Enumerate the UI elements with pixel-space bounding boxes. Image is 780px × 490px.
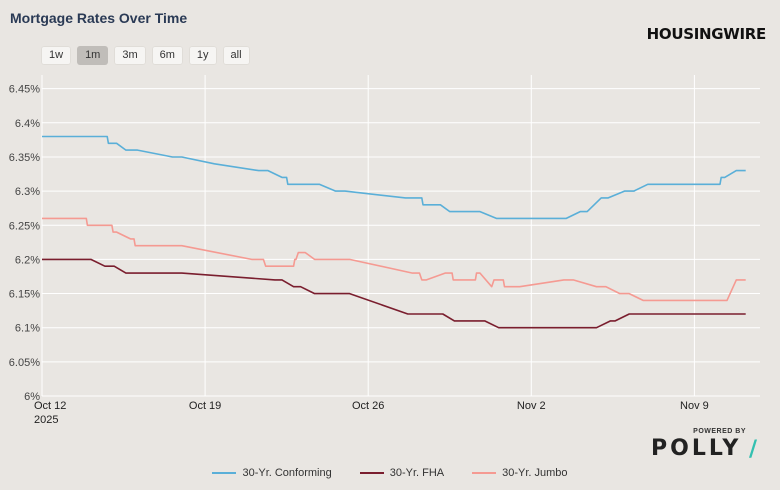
range-1m-button[interactable]: 1m — [77, 46, 109, 65]
range-3m-button[interactable]: 3m — [114, 46, 146, 65]
polly-slash-icon: / — [748, 437, 757, 462]
legend-label-conforming: 30-Yr. Conforming — [242, 467, 332, 479]
y-tick-label: 6.3% — [15, 186, 40, 198]
legend: 30-Yr. Conforming 30-Yr. FHA 30-Yr. Jumb… — [0, 467, 780, 479]
y-tick-label: 6.1% — [15, 323, 40, 335]
x-tick-label: Oct 19 — [189, 400, 221, 412]
polly-wordmark: POLLY — [651, 436, 742, 461]
legend-item-fha[interactable]: 30-Yr. FHA — [359, 467, 445, 479]
range-1w-button[interactable]: 1w — [41, 46, 72, 65]
y-tick-label: 6.05% — [9, 357, 40, 369]
y-tick-label: 6.4% — [15, 118, 40, 130]
legend-item-conforming[interactable]: 30-Yr. Conforming — [212, 467, 332, 479]
legend-item-jumbo[interactable]: 30-Yr. Jumbo — [472, 467, 568, 479]
grid-lines — [41, 75, 760, 397]
x-tick-label: Nov 9 — [680, 400, 709, 412]
polly-logo: POWERED BY POLLY / — [651, 428, 761, 462]
y-tick-label: 6% — [24, 391, 40, 403]
range-1y-button[interactable]: 1y — [188, 46, 217, 65]
x-tick-label: Oct 12 — [34, 400, 66, 412]
range-6m-button[interactable]: 6m — [151, 46, 183, 65]
y-tick-label: 6.45% — [9, 84, 40, 96]
legend-swatch-conforming — [212, 472, 237, 474]
legend-label-jumbo: 30-Yr. Jumbo — [502, 467, 568, 479]
x-axis-ticks: Oct 12 2025 Oct 19 Oct 26 Nov 2 Nov 9 — [34, 400, 709, 426]
legend-label-fha: 30-Yr. FHA — [389, 467, 445, 479]
series-lines — [42, 135, 746, 329]
y-axis-ticks: 6% 6.05% 6.1% 6.15% 6.2% 6.25% 6.3% 6.35% 6.4% 6.… — [9, 84, 40, 403]
powered-by-label: POWERED BY — [693, 428, 746, 435]
y-tick-label: 6.2% — [15, 254, 40, 266]
y-tick-label: 6.25% — [9, 220, 40, 232]
range-all-button[interactable]: all — [222, 46, 250, 65]
housingwire-logo: HOUSINGWIRE — [646, 25, 767, 43]
x-tick-sublabel: 2025 — [34, 414, 58, 426]
x-tick-label: Oct 26 — [352, 400, 384, 412]
series-line-conforming[interactable] — [42, 135, 746, 220]
x-tick-label: Nov 2 — [517, 400, 546, 412]
y-tick-label: 6.35% — [9, 152, 40, 164]
legend-swatch-fha — [359, 472, 384, 474]
series-line-fha[interactable] — [42, 258, 746, 329]
y-tick-label: 6.15% — [9, 289, 40, 301]
range-selector: 1w 1m 3m 6m 1y all — [41, 46, 250, 65]
chart-title: Mortgage Rates Over Time — [10, 10, 188, 26]
series-line-jumbo[interactable] — [42, 217, 746, 302]
legend-swatch-jumbo — [472, 472, 497, 474]
